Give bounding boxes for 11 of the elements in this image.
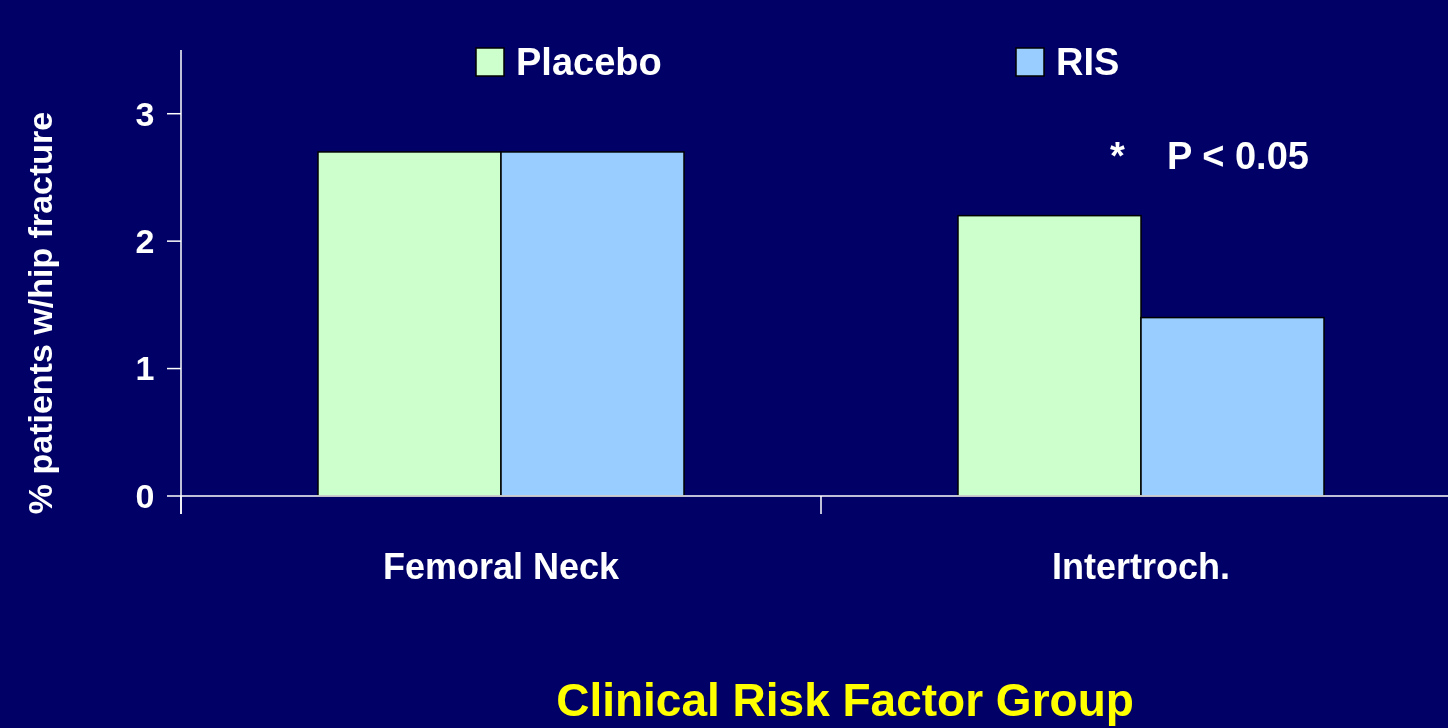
x-axis-title: Clinical Risk Factor Group	[556, 674, 1134, 727]
annotation: * P < 0.05	[1110, 135, 1309, 178]
x-tick-label: Intertroch.	[1051, 545, 1231, 587]
y-tick-label: 0	[135, 476, 155, 515]
y-axis-title: % patients w/hip fracture	[20, 111, 59, 515]
x-tick-label: Femoral Neck	[382, 545, 621, 587]
y-tick-label: 2	[135, 222, 155, 261]
y-tick-label: 1	[135, 349, 155, 388]
legend-label: Placebo	[516, 41, 662, 84]
y-tick-label: 3	[135, 94, 155, 133]
legend-label: RIS	[1056, 41, 1120, 84]
